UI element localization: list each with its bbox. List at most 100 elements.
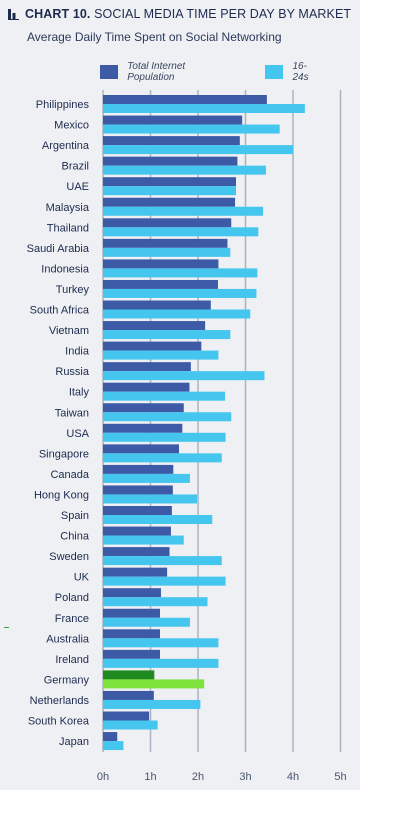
legend-item-16-24s: 16-24s xyxy=(265,61,320,83)
category-label: Thailand xyxy=(47,222,89,234)
bar-16-24s-15 xyxy=(103,412,232,422)
category-label: Argentina xyxy=(42,140,90,152)
category-label: Netherlands xyxy=(30,695,90,707)
bar-total-1 xyxy=(103,115,243,125)
bar-total-17 xyxy=(103,444,179,454)
category-label: China xyxy=(60,531,90,543)
category-label: Poland xyxy=(55,592,89,604)
category-label: Italy xyxy=(69,387,90,399)
bar-total-14 xyxy=(103,382,190,392)
bar-total-16 xyxy=(103,423,183,433)
bar-total-21 xyxy=(103,526,171,536)
bar-16-24s-30 xyxy=(103,720,158,730)
category-label: Mexico xyxy=(54,120,89,132)
bar-16-24s-27 xyxy=(103,658,219,668)
x-tick-label: 4h xyxy=(287,771,299,783)
bar-16-24s-0 xyxy=(103,104,305,113)
category-label: Taiwan xyxy=(55,407,89,419)
bar-total-12 xyxy=(103,341,202,351)
chart-title-number: CHART 10. xyxy=(25,7,91,21)
x-tick-label: 2h xyxy=(192,771,204,783)
bar-total-23 xyxy=(103,567,168,577)
chart-subtitle: Average Daily Time Spent on Social Netwo… xyxy=(27,30,282,44)
bar-total-27 xyxy=(103,649,160,659)
bar-total-7 xyxy=(103,238,228,248)
bar-total-20 xyxy=(103,506,172,515)
category-label: Canada xyxy=(50,469,89,481)
bar-16-24s-24 xyxy=(103,597,208,607)
bar-16-24s-12 xyxy=(103,350,219,360)
bar-16-24s-25 xyxy=(103,617,190,627)
bar-total-26 xyxy=(103,629,160,639)
category-label: Sweden xyxy=(49,551,89,563)
bar-total-29 xyxy=(103,690,154,700)
bar-total-18 xyxy=(103,464,174,474)
bar-total-2 xyxy=(103,136,240,146)
bar-16-24s-21 xyxy=(103,535,184,545)
legend-swatch-total xyxy=(100,65,119,79)
bar-16-24s-9 xyxy=(103,288,257,298)
category-label: Ireland xyxy=(55,654,89,666)
bar-total-13 xyxy=(103,362,191,372)
category-label: Turkey xyxy=(56,284,90,296)
bar-total-31 xyxy=(103,732,118,742)
legend-swatch-16-24s xyxy=(265,65,284,79)
bar-total-9 xyxy=(103,279,218,289)
legend-label-16-24s: 16-24s xyxy=(292,61,309,83)
chart-header: CHART 10. SOCIAL MEDIA TIME PER DAY BY M… xyxy=(8,7,351,21)
category-label: South Korea xyxy=(28,716,90,728)
category-label: UAE xyxy=(66,181,89,193)
category-label: Saudi Arabia xyxy=(27,243,90,255)
x-tick-label: 0h xyxy=(97,771,109,783)
bar-total-15 xyxy=(103,403,184,413)
chart-panel: CHART 10. SOCIAL MEDIA TIME PER DAY BY M… xyxy=(0,0,360,790)
bar-16-24s-4 xyxy=(103,186,236,196)
bar-16-24s-26 xyxy=(103,638,219,648)
legend-item-total: Total Internet Population xyxy=(100,61,225,83)
x-tick-label: 5h xyxy=(334,771,346,783)
category-label: Japan xyxy=(59,736,89,748)
bar-16-24s-7 xyxy=(103,247,231,257)
bar-total-24 xyxy=(103,588,161,598)
bar-total-19 xyxy=(103,485,173,495)
category-label: Russia xyxy=(55,366,90,378)
category-label: Germany xyxy=(44,674,90,686)
x-tick-label: 3h xyxy=(239,771,251,783)
bar-16-24s-31 xyxy=(103,741,124,751)
bar-total-28 xyxy=(103,670,155,680)
category-label: USA xyxy=(66,428,89,440)
edge-mark xyxy=(4,627,9,628)
chart-legend: Total Internet Population 16-24s xyxy=(100,61,360,83)
bar-16-24s-23 xyxy=(103,576,226,586)
category-label: India xyxy=(65,346,90,358)
bar-16-24s-11 xyxy=(103,330,231,340)
category-label: South Africa xyxy=(30,305,90,317)
bar-16-24s-8 xyxy=(103,268,258,278)
bar-16-24s-6 xyxy=(103,227,259,237)
x-tick-label: 1h xyxy=(144,771,156,783)
bar-total-22 xyxy=(103,547,170,557)
bar-16-24s-29 xyxy=(103,699,201,709)
bar-total-30 xyxy=(103,711,150,721)
bar-16-24s-5 xyxy=(103,206,264,216)
bar-16-24s-18 xyxy=(103,473,190,483)
bar-chart-plot: Philippines Mexico Argentina Brazil UAE Malay… xyxy=(27,90,347,783)
bar-16-24s-2 xyxy=(103,145,293,155)
bar-16-24s-17 xyxy=(103,453,222,463)
bar-total-6 xyxy=(103,218,232,228)
category-label: Australia xyxy=(46,633,90,645)
category-label: Vietnam xyxy=(49,325,89,337)
chart-title: CHART 10. SOCIAL MEDIA TIME PER DAY BY M… xyxy=(25,7,351,21)
category-label: Indonesia xyxy=(41,263,90,275)
legend-label-total: Total Internet Population xyxy=(127,61,186,83)
category-label: Philippines xyxy=(36,99,90,111)
category-label: Spain xyxy=(61,510,89,522)
category-label: UK xyxy=(74,572,90,584)
bar-total-8 xyxy=(103,259,219,269)
category-label: Hong Kong xyxy=(34,489,89,501)
bar-total-25 xyxy=(103,608,160,618)
bar-16-24s-10 xyxy=(103,309,251,319)
category-label: France xyxy=(55,613,89,625)
bar-total-5 xyxy=(103,197,236,207)
bar-total-0 xyxy=(103,95,267,104)
